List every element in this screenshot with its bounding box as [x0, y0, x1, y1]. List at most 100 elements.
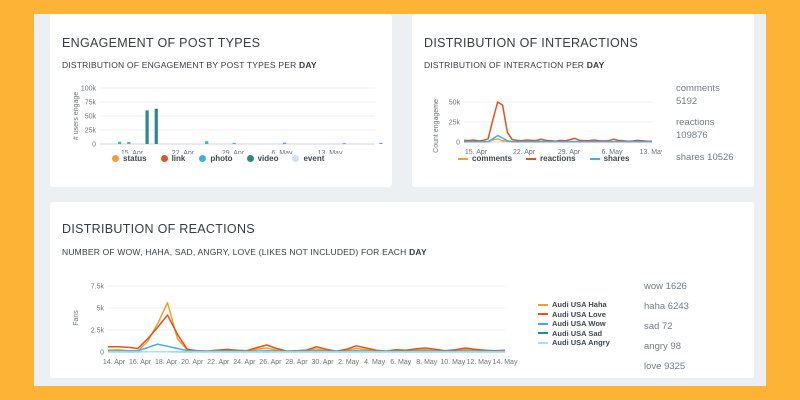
- post-types-y-axis-label: # users engage: [73, 92, 80, 140]
- interactions-x-tick-label: 6. May: [601, 149, 623, 156]
- legend-dot-icon: [160, 155, 168, 162]
- legend-dot-icon: [199, 155, 207, 162]
- legend-label: Audi USA Love: [552, 309, 606, 319]
- interactions-title: DISTRIBUTION OF INTERACTIONS: [424, 36, 638, 50]
- legend-item-comments[interactable]: comments: [458, 154, 512, 163]
- reactions-x-tick-label: 4. May: [364, 359, 386, 366]
- legend-label: reactions: [540, 154, 576, 163]
- legend-item-shares[interactable]: shares: [589, 154, 630, 163]
- legend-label: Audi USA Sad: [552, 328, 603, 338]
- legend-label: Audi USA Angry: [552, 338, 610, 347]
- interactions-stat-comments: comments 5192: [676, 83, 720, 107]
- legend-item-video[interactable]: video: [246, 154, 279, 163]
- post-types-bar: [154, 108, 158, 144]
- post-types-bar: [118, 141, 122, 144]
- post-types-bar: [205, 141, 209, 144]
- post-types-x-tick-label: 13. May: [318, 150, 343, 154]
- reactions-series-line: [107, 301, 506, 352]
- interactions-subtitle: DISTRIBUTION OF INTERACTION PER DAY: [424, 60, 605, 70]
- reactions-x-tick-label: 14. Apr: [103, 359, 126, 366]
- reactions-x-tick-label: 18. Apr: [155, 359, 178, 366]
- reactions-subtitle: NUMBER OF WOW, HAHA, SAD, ANGRY, LOVE (L…: [62, 247, 427, 257]
- post-types-x-tick-label: 15. Apr: [121, 150, 144, 154]
- reactions-y-tick-label: 7.5k: [91, 284, 105, 291]
- legend-item-status[interactable]: status: [112, 154, 147, 163]
- legend-item-reaction[interactable]: Audi USA Sad: [538, 329, 610, 339]
- reactions-x-tick-label: 30. Apr: [311, 359, 334, 366]
- interactions-x-tick-label: 15. Apr: [465, 149, 488, 156]
- legend-label: comments: [472, 154, 513, 163]
- interactions-y-tick-label: 50k: [449, 100, 461, 107]
- legend-item-reaction[interactable]: Audi USA Wow: [538, 319, 610, 329]
- legend-line-icon: [538, 322, 548, 325]
- legend-item-photo[interactable]: photo: [199, 154, 233, 163]
- post-types-bar: [127, 142, 131, 144]
- legend-label: shares: [603, 154, 630, 163]
- interactions-y-tick-label: 0: [456, 140, 460, 147]
- interactions-series-line: [464, 134, 652, 143]
- reactions-x-tick-label: 20. Apr: [181, 359, 204, 366]
- legend-line-icon: [526, 157, 537, 160]
- legend-label: event: [303, 154, 325, 163]
- reactions-stat-sad: sad 72: [644, 321, 673, 332]
- post-types-bar: [145, 110, 149, 144]
- legend-item-reaction[interactable]: Audi USA Love: [538, 310, 610, 320]
- reactions-chart: 0 2.5k 5k 7.5k Fans 14. Apr 16. Apr 18. Apr 20. …: [73, 284, 518, 367]
- interactions-x-tick-label: 13. May: [640, 149, 662, 156]
- legend-item-event[interactable]: event: [292, 154, 324, 163]
- legend-label: Audi USA Wow: [552, 319, 606, 328]
- legend-line-icon: [589, 157, 600, 160]
- post-types-chart: 0 25k 50k 75k 100k# users engage 15. Apr 22. A…: [73, 86, 383, 154]
- post-types-x-tick-label: 29. Apr: [222, 150, 245, 154]
- legend-dot-icon: [292, 155, 300, 162]
- reactions-x-tick-label: 2. May: [338, 359, 360, 366]
- reactions-y-tick-label: 5k: [97, 306, 105, 313]
- legend-label: status: [123, 154, 147, 163]
- post-types-subtitle: DISTRIBUTION OF ENGAGEMENT BY POST TYPES…: [62, 60, 317, 70]
- interactions-series-line: [463, 101, 652, 142]
- reactions-x-tick-label: 8. May: [416, 359, 438, 366]
- interactions-y-tick-label: 25k: [449, 120, 461, 127]
- legend-item-reactions[interactable]: reactions: [526, 154, 576, 163]
- interactions-y-axis-label: Count engageme: [433, 99, 440, 153]
- post-types-bar: [283, 142, 287, 144]
- post-types-card: ENGAGEMENT OF POST TYPES DISTRIBUTION OF…: [50, 14, 392, 187]
- reactions-series-line: [108, 314, 506, 352]
- post-types-legend: status link photo video event: [112, 154, 324, 163]
- interactions-stat-shares: shares 10526: [676, 152, 734, 163]
- legend-line-icon: [458, 157, 468, 160]
- reactions-legend: Audi USA Haha Audi USA Love Audi USA Wow Au…: [538, 300, 610, 348]
- interactions-stat-reactions: reactions 109876: [676, 117, 715, 141]
- post-types-bar: [232, 142, 236, 144]
- legend-line-icon: [538, 303, 548, 306]
- legend-line-icon: [538, 341, 548, 344]
- reactions-stat-wow: wow 1626: [644, 281, 687, 292]
- interactions-legend: comments reactions shares: [458, 154, 629, 163]
- legend-line-icon: [538, 313, 548, 316]
- reactions-x-tick-label: 6. May: [390, 359, 412, 366]
- dashboard-background: ENGAGEMENT OF POST TYPES DISTRIBUTION OF…: [34, 14, 766, 386]
- legend-label: video: [257, 154, 279, 163]
- post-types-y-tick-label: 0: [92, 142, 96, 149]
- legend-dot-icon: [246, 155, 254, 162]
- legend-line-icon: [538, 332, 548, 335]
- reactions-x-tick-label: 22. Apr: [207, 359, 230, 366]
- legend-item-link[interactable]: link: [160, 154, 186, 163]
- reactions-stat-haha: haha 6243: [644, 301, 689, 312]
- legend-item-reaction[interactable]: Audi USA Haha: [538, 300, 610, 310]
- reactions-card: DISTRIBUTION OF REACTIONS NUMBER OF WOW,…: [50, 202, 754, 378]
- reactions-stat-love: love 9325: [644, 361, 686, 372]
- legend-item-reaction[interactable]: Audi USA Angry: [538, 338, 610, 348]
- legend-label: link: [171, 154, 186, 163]
- interactions-chart: 0 25k 50k Count engageme 15. Apr 22. Apr 29. A…: [433, 99, 662, 156]
- reactions-x-tick-label: 28. Apr: [285, 359, 308, 366]
- post-types-x-tick-label: 6. May: [271, 150, 293, 154]
- post-types-title: ENGAGEMENT OF POST TYPES: [62, 36, 261, 50]
- reactions-x-tick-label: 12. May: [466, 359, 491, 366]
- legend-label: photo: [210, 154, 233, 163]
- post-types-y-tick-label: 75k: [85, 100, 97, 107]
- reactions-x-tick-label: 26. Apr: [259, 359, 282, 366]
- reactions-x-tick-label: 10. May: [440, 359, 465, 366]
- post-types-y-tick-label: 25k: [85, 128, 97, 135]
- legend-dot-icon: [112, 155, 119, 162]
